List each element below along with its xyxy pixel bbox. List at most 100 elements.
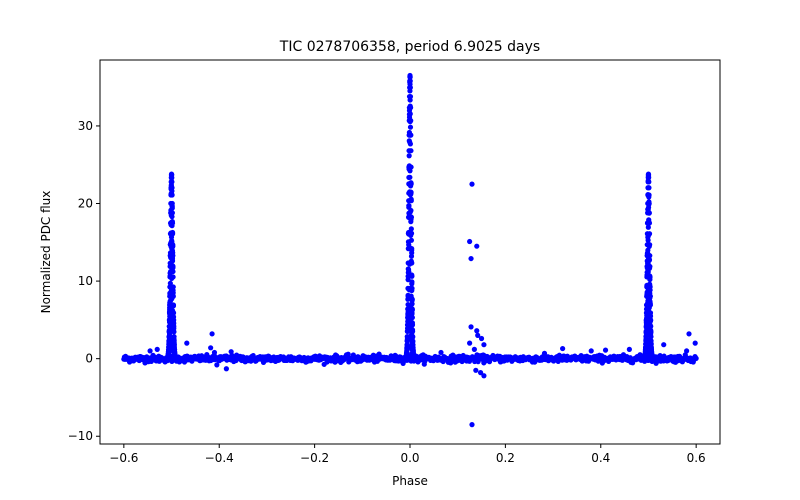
outlier-point — [661, 342, 667, 348]
flare-point — [645, 254, 651, 260]
outlier-point — [211, 349, 218, 356]
flare-point — [169, 237, 175, 244]
flare-point — [408, 305, 414, 311]
outlier-point — [473, 367, 479, 373]
flare-point — [166, 354, 172, 360]
flare-point — [406, 268, 412, 275]
flare-point — [646, 243, 652, 250]
flare-point — [647, 287, 653, 293]
flare-point — [647, 318, 654, 324]
flare-point — [168, 222, 174, 228]
outlier-point — [469, 181, 475, 187]
flare-point — [170, 315, 176, 321]
flare-point — [168, 175, 175, 181]
data-point — [693, 355, 699, 361]
outlier-point — [686, 331, 692, 337]
flare-point — [408, 226, 414, 232]
flare-point — [405, 277, 411, 283]
flare-point — [171, 320, 177, 326]
flare-point — [409, 279, 415, 285]
flare-point — [647, 273, 653, 279]
flare-point — [170, 293, 176, 299]
flare-point — [646, 192, 652, 198]
flare-point — [407, 355, 414, 361]
flare-point — [408, 198, 414, 204]
flare-point — [405, 343, 411, 349]
outlier-point — [478, 335, 485, 342]
y-axis-label: Normalized PDC flux — [39, 191, 53, 314]
flare-point — [405, 326, 411, 332]
flare-point — [168, 182, 174, 188]
flare-point — [646, 323, 652, 330]
outlier-point — [684, 348, 690, 354]
x-tick-label: −0.6 — [109, 451, 138, 465]
data-point — [448, 360, 454, 366]
flare-point — [406, 163, 412, 169]
flare-point — [409, 301, 415, 307]
flare-point — [409, 272, 415, 278]
flare-point — [407, 261, 413, 267]
flare-point — [409, 351, 415, 357]
y-tick-label: 10 — [78, 274, 93, 288]
x-tick-label: −0.2 — [300, 451, 329, 465]
flare-point — [407, 141, 413, 147]
flare-point — [170, 346, 176, 352]
x-tick-label: 0.6 — [687, 451, 706, 465]
flare-point — [647, 312, 653, 318]
flare-point — [169, 275, 175, 281]
flare-point — [645, 302, 651, 308]
flare-point — [409, 310, 415, 316]
flare-point — [647, 282, 653, 289]
outlier-point — [154, 346, 160, 352]
flare-point — [170, 265, 176, 271]
outlier-point — [474, 243, 480, 249]
flare-point — [408, 237, 415, 243]
x-tick-label: 0.0 — [400, 451, 419, 465]
flare-point — [645, 298, 651, 304]
flare-point — [171, 342, 177, 348]
x-tick-label: 0.4 — [591, 451, 610, 465]
flare-point — [644, 258, 650, 264]
flare-point — [168, 255, 174, 261]
flare-point — [645, 269, 651, 275]
outlier-point — [468, 255, 474, 262]
outlier-point — [147, 348, 153, 354]
flare-point — [170, 328, 176, 334]
flare-point — [407, 209, 413, 215]
flare-point — [407, 103, 413, 109]
flare-point — [406, 313, 412, 319]
outlier-point — [223, 366, 229, 372]
x-axis-label: Phase — [392, 474, 428, 488]
chart-title: TIC 0278706358, period 6.9025 days — [279, 39, 540, 55]
outlier-point — [474, 328, 480, 334]
outlier-point — [228, 349, 234, 355]
y-tick-label: −10 — [68, 429, 93, 443]
flare-point — [646, 210, 652, 216]
flare-point — [645, 234, 651, 240]
outlier-point — [481, 373, 487, 379]
flare-point — [646, 185, 652, 191]
flare-point — [408, 216, 414, 222]
flare-point — [167, 280, 173, 286]
outlier-point — [602, 347, 609, 353]
flare-point — [167, 270, 173, 276]
x-tick-label: −0.4 — [205, 451, 234, 465]
flare-point — [407, 93, 414, 100]
outlier-point — [626, 346, 632, 352]
flare-point — [408, 253, 415, 259]
flare-point — [643, 338, 649, 344]
outlier-point — [588, 348, 594, 354]
flare-point — [169, 245, 175, 251]
outlier-point — [467, 340, 473, 346]
flare-point — [644, 291, 650, 297]
x-tick-label: 0.2 — [496, 451, 515, 465]
flare-point — [167, 260, 173, 266]
flare-point — [644, 220, 651, 226]
outlier-point — [467, 238, 473, 245]
flare-point — [407, 124, 414, 130]
flare-point — [169, 214, 175, 220]
flare-point — [409, 328, 415, 335]
x-axis-ticks: −0.6 −0.4 −0.2 0.0 0.2 0.4 0.6 — [109, 444, 706, 465]
flare-point — [167, 307, 173, 314]
